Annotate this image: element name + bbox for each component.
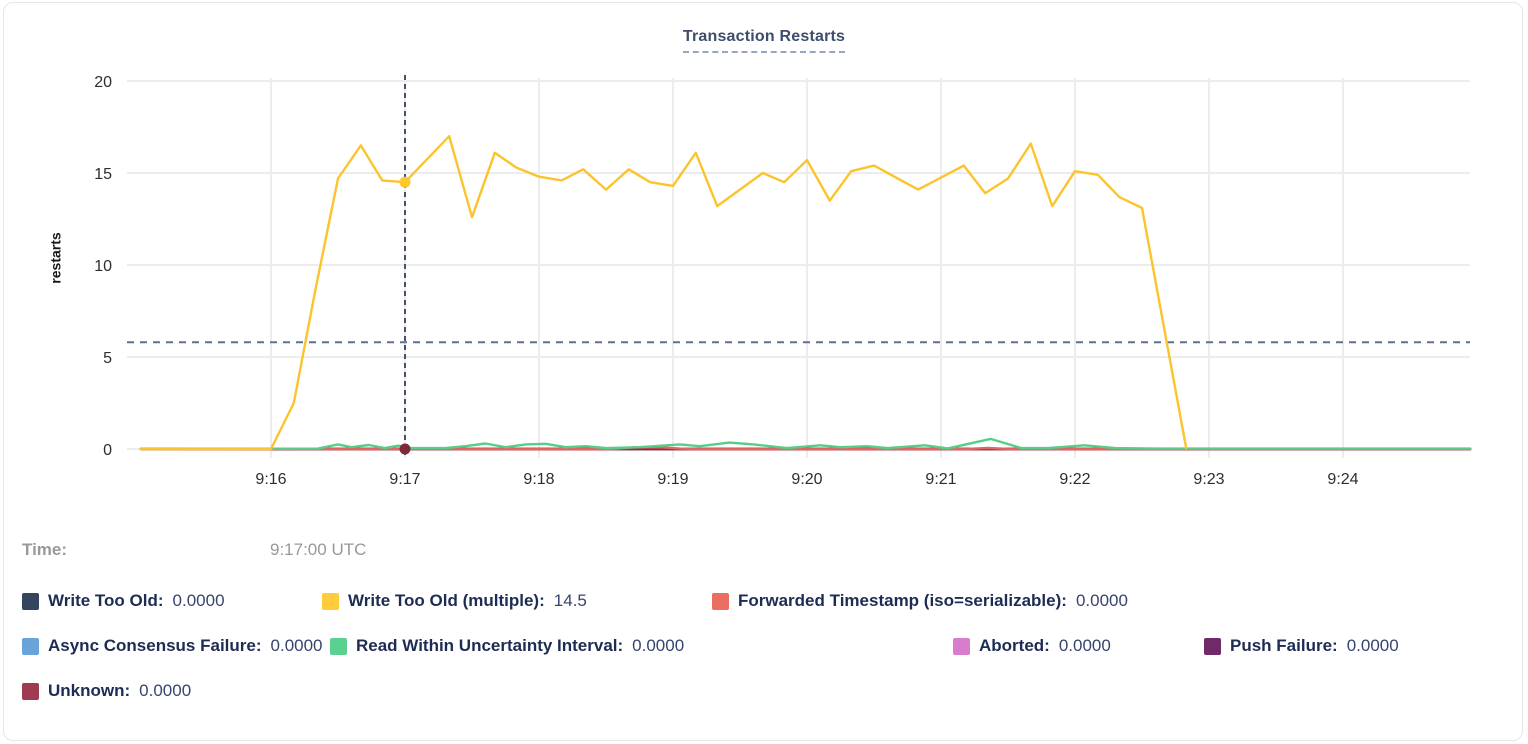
legend-value: 0.0000 — [270, 636, 323, 655]
write_too_old_multiple-hover-dot — [399, 176, 411, 188]
legend-value: 0.0000 — [172, 591, 225, 610]
legend-item-push_failure[interactable]: Push Failure: 0.0000 — [1204, 634, 1399, 658]
x-tick-label: 9:17 — [389, 471, 420, 488]
metric-card — [3, 2, 1523, 741]
legend-label: Push Failure: — [1230, 636, 1338, 655]
x-tick-label: 9:23 — [1193, 471, 1224, 488]
y-tick-label: 15 — [94, 166, 112, 183]
legend-item-async_consensus_failure[interactable]: Async Consensus Failure: 0.0000 — [22, 634, 330, 658]
y-tick-label: 10 — [94, 258, 112, 275]
legend-value: 0.0000 — [139, 681, 192, 700]
x-tick-label: 9:19 — [657, 471, 688, 488]
async_consensus_failure-swatch-icon — [22, 637, 39, 655]
legend-row: Unknown: 0.0000 — [22, 679, 191, 703]
legend-label: Write Too Old: — [48, 591, 164, 610]
unknown-hover-dot — [399, 443, 411, 455]
x-tick-label: 9:21 — [925, 471, 956, 488]
legend-item-write_too_old[interactable]: Write Too Old: 0.0000 — [22, 589, 322, 613]
y-tick-label: 0 — [103, 442, 112, 459]
legend-label: Unknown: — [48, 681, 131, 700]
y-tick-label: 20 — [94, 74, 112, 91]
legend-value: 14.5 — [553, 591, 587, 610]
chart-title[interactable]: Transaction Restarts — [682, 28, 846, 53]
x-tick-label: 9:18 — [523, 471, 554, 488]
x-tick-label: 9:22 — [1059, 471, 1090, 488]
x-tick-label: 9:20 — [791, 471, 822, 488]
legend-label: Aborted: — [979, 636, 1050, 655]
write_too_old_multiple-swatch-icon — [322, 592, 339, 610]
aborted-swatch-icon — [953, 637, 970, 655]
legend-value: 0.0000 — [1075, 591, 1128, 610]
read_within_uncertainty_interval-line — [139, 437, 1472, 451]
y-tick-label: 5 — [103, 350, 112, 367]
legend-item-read_within_uncertainty_interval[interactable]: Read Within Uncertainty Interval: 0.0000 — [330, 634, 953, 658]
legend-label: Read Within Uncertainty Interval: — [356, 636, 624, 655]
legend-value: 0.0000 — [632, 636, 685, 655]
legend-item-forwarded_timestamp[interactable]: Forwarded Timestamp (iso=serializable): 0… — [712, 589, 1128, 613]
legend-label: Write Too Old (multiple): — [348, 591, 545, 610]
tooltip-time-label: Time: — [22, 540, 68, 559]
write_too_old_multiple-line — [139, 134, 1188, 451]
chart-title-wrap: Transaction Restarts — [0, 28, 1528, 53]
legend-row: Async Consensus Failure: 0.0000 Read Withi… — [22, 634, 1399, 658]
tooltip-time-value: 9:17:00 UTC — [270, 540, 367, 559]
legend-label: Async Consensus Failure: — [48, 636, 262, 655]
push_failure-swatch-icon — [1204, 637, 1221, 655]
x-tick-label: 9:24 — [1327, 471, 1358, 488]
legend-value: 0.0000 — [1058, 636, 1111, 655]
unknown-swatch-icon — [22, 682, 39, 700]
x-tick-label: 9:16 — [255, 471, 286, 488]
restarts-chart-svg[interactable]: 0 5 10 15 20 9:16 9:17 9:18 9:19 9:20 9:21 9:22 9:23… — [0, 0, 1528, 520]
legend-row: Write Too Old: 0.0000 Write Too Old (multi… — [22, 589, 1128, 613]
legend-value: 0.0000 — [1346, 636, 1399, 655]
legend-item-aborted[interactable]: Aborted: 0.0000 — [953, 634, 1204, 658]
read_within_uncertainty_interval-swatch-icon — [330, 637, 347, 655]
legend-label: Forwarded Timestamp (iso=serializable): — [738, 591, 1067, 610]
legend-item-write_too_old_multiple[interactable]: Write Too Old (multiple): 14.5 — [322, 589, 712, 613]
legend-item-unknown[interactable]: Unknown: 0.0000 — [22, 679, 191, 703]
write_too_old-swatch-icon — [22, 592, 39, 610]
forwarded_timestamp-swatch-icon — [712, 592, 729, 610]
